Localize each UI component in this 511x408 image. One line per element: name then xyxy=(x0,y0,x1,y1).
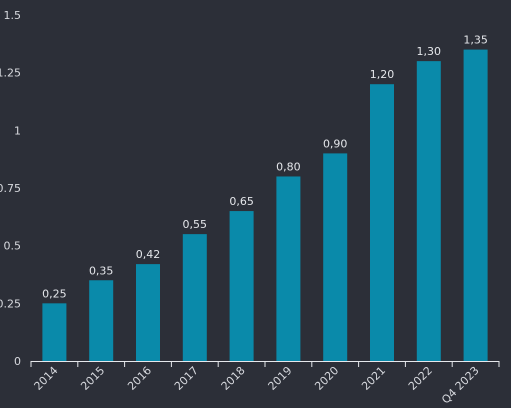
y-tick-label: 1 xyxy=(14,124,21,137)
data-label: 1,35 xyxy=(463,34,488,47)
y-tick-label: 1.25 xyxy=(0,67,21,80)
bar-2020 xyxy=(323,153,348,361)
bar-2022 xyxy=(416,61,441,361)
x-tick-label: 2019 xyxy=(266,364,295,393)
x-tick-label: 2018 xyxy=(219,364,248,393)
bar-2019 xyxy=(276,176,301,361)
x-tick-label: 2014 xyxy=(32,364,61,393)
bar-2018 xyxy=(229,211,254,361)
bar-2017 xyxy=(182,234,207,361)
data-label: 0,35 xyxy=(89,264,114,277)
x-tick-label: 2021 xyxy=(359,364,388,393)
x-tick-label: 2015 xyxy=(78,364,107,393)
bar-2014 xyxy=(42,303,67,361)
data-label: 0,80 xyxy=(276,160,301,173)
data-label: 0,55 xyxy=(183,218,208,231)
x-axis-ticks: 2014 2015 2016 2017 2018 2019 2020 2021 2022 Q4 2… xyxy=(30,361,500,407)
data-label: 0,65 xyxy=(229,195,254,208)
x-tick-label: 2022 xyxy=(406,364,435,393)
data-labels: 0,25 0,35 0,42 0,55 0,65 0,80 0,90 1,20 1,30 1,35 xyxy=(42,34,488,301)
x-tick-label: Q4 2023 xyxy=(439,364,482,407)
bar-2015 xyxy=(89,280,114,361)
x-tick-label: 2016 xyxy=(125,364,154,393)
x-tick-label: 2020 xyxy=(312,364,341,393)
data-label: 1,20 xyxy=(370,68,395,81)
data-label: 0,25 xyxy=(42,287,67,300)
y-tick-label: 0.25 xyxy=(0,297,21,310)
bar-q4-2023 xyxy=(463,49,488,361)
data-label: 1,30 xyxy=(417,45,442,58)
y-tick-label: 0.5 xyxy=(4,240,22,253)
y-tick-label: 1.5 xyxy=(4,9,22,22)
bars xyxy=(42,49,488,361)
bar-2016 xyxy=(136,264,160,361)
y-tick-label: 0.75 xyxy=(0,182,21,195)
data-label: 0,42 xyxy=(136,248,161,261)
y-tick-label: 0 xyxy=(14,355,21,368)
y-axis-ticks: 0 0.25 0.5 0.75 1 1.25 1.5 xyxy=(0,9,21,368)
x-tick-label: 2017 xyxy=(172,364,201,393)
data-label: 0,90 xyxy=(323,137,348,150)
bar-2021 xyxy=(370,84,394,361)
